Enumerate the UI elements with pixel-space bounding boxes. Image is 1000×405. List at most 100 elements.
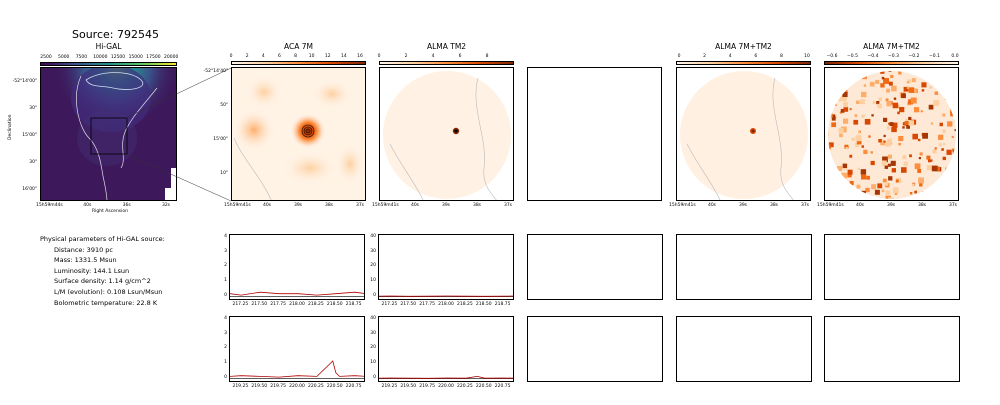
residual-noise-pixel	[861, 145, 864, 148]
residual-noise-pixel	[905, 118, 908, 121]
residual-noise-pixel	[944, 94, 951, 100]
spectrum-y-tick-label: 0	[373, 374, 376, 380]
residual-noise-pixel	[909, 192, 913, 195]
spectrum-x-tick-label: 218.25	[457, 302, 473, 307]
colorbar-tick-label: 6	[277, 54, 281, 59]
residual-noise-pixel	[878, 139, 882, 143]
residual-noise-pixel	[918, 157, 921, 160]
residual-noise-pixel	[869, 81, 875, 87]
residual-noise-pixel	[934, 197, 940, 199]
residual-noise-pixel	[890, 74, 894, 78]
residual-noise-pixel	[868, 135, 871, 138]
residual-noise-pixel	[871, 71, 874, 74]
residual-noise-pixel	[947, 121, 953, 127]
x-tick-label: 38s	[472, 203, 482, 208]
residual-noise-pixel	[891, 85, 897, 92]
empty-spectrum-panel	[527, 234, 663, 300]
colorbar-tick-label: 12500	[110, 55, 126, 60]
residual-noise-pixel	[906, 81, 910, 84]
aca7m-image	[231, 67, 366, 201]
residual-noise-pixel	[942, 74, 947, 79]
x-tick-label: 39s	[441, 203, 451, 208]
y-tick-label: 15'00"	[22, 133, 37, 138]
residual-noise-pixel	[874, 189, 880, 195]
residual-noise-pixel	[828, 113, 833, 118]
spectrum-x-tick-label: 220.50	[475, 384, 492, 389]
residual-noise-pixel	[843, 102, 848, 107]
y-tick-label: 30"	[29, 160, 37, 165]
residual-noise-pixel	[847, 173, 852, 178]
colorbar-tick-label: 20000	[164, 55, 179, 60]
residual-noise-pixel	[937, 185, 943, 191]
param-surface-density: Surface density: 1.14 g/cm^2	[54, 277, 151, 286]
colorbar-tick-label: 4	[261, 54, 265, 59]
residual-noise-pixel	[871, 184, 877, 190]
colorbar-tick-label: 7500	[75, 55, 88, 60]
residual-noise-pixel	[885, 141, 891, 147]
residual-noise-pixel	[856, 139, 862, 145]
x-tick-label: 37s	[948, 203, 958, 208]
combo-image	[676, 67, 811, 201]
residual-noise-pixel	[847, 198, 852, 199]
residual-noise-pixel	[844, 90, 848, 94]
empty-spectrum-panel	[824, 316, 960, 382]
residual-noise-pixel	[898, 142, 901, 146]
residual-noise-pixel	[892, 102, 899, 109]
spectrum-x-tick-label: 220.25	[457, 384, 473, 389]
colorbar-tick-label: 0	[377, 54, 381, 59]
residual-noise-pixel	[883, 78, 889, 84]
residual-noise-pixel	[942, 193, 946, 197]
residual-noise-pixel	[838, 127, 844, 133]
residual-noise-pixel	[877, 103, 882, 109]
residual-noise-pixel	[847, 71, 853, 74]
residual-noise-pixel	[843, 118, 849, 124]
residual-noise-pixel	[888, 122, 891, 125]
residual-noise-pixel	[902, 122, 906, 126]
residual-noise-pixel	[934, 147, 937, 150]
y-tick-label: 10"	[220, 171, 228, 176]
spectrum-x-tick-label: 217.50	[251, 302, 268, 307]
higal-title: Hi-GAL	[95, 42, 122, 51]
spectrum-x-tick-label: 218.00	[438, 302, 454, 307]
residual-noise-pixel	[953, 105, 956, 109]
residual-noise-pixel	[841, 172, 848, 179]
residual-noise-pixel	[880, 71, 885, 74]
spectrum-x-tick-label: 218.25	[308, 302, 324, 307]
colorbar-tick-label: −0.3	[888, 54, 899, 59]
residual-noise-pixel	[954, 129, 956, 132]
spectrum-x-tick-label: 217.75	[419, 302, 435, 307]
spectrum-x-tick-label: 220.00	[289, 384, 305, 389]
residual-noise-pixel	[828, 132, 829, 137]
residual-noise-pixel	[912, 133, 918, 140]
x-tick-label: 37s	[800, 203, 810, 208]
spectrum-x-tick-label: 220.50	[326, 384, 343, 389]
spectrum-y-tick-label: 40	[370, 233, 376, 239]
colorbar-tick-label: 2	[703, 54, 707, 59]
residual-noise-pixel	[954, 197, 956, 199]
residual-noise-pixel	[835, 87, 839, 90]
y-tick-label: 16'00"	[22, 187, 37, 192]
residual-noise-pixel	[921, 82, 927, 88]
residual-noise-pixel	[883, 117, 888, 122]
residual-noise-pixel	[893, 97, 897, 100]
colorbar-tick-label: 4	[431, 54, 435, 59]
residual-noise-pixel	[860, 194, 863, 197]
residual-noise-pixel	[863, 149, 868, 154]
residual-noise-pixel	[859, 99, 865, 105]
residual-noise-pixel	[897, 198, 902, 199]
y-tick-label: 30"	[29, 106, 37, 111]
residual-noise-pixel	[877, 183, 883, 189]
residual-noise-pixel	[856, 193, 860, 197]
x-tick-label: 40s	[855, 203, 865, 208]
x-tick-label: 39s	[293, 203, 303, 208]
residual-noise-pixel	[851, 191, 856, 197]
residual-noise-pixel	[887, 163, 891, 167]
colorbar-tick-label: −0.4	[867, 54, 879, 59]
spectrum-y-tick-label: 10	[370, 359, 376, 365]
residual-noise-pixel	[853, 119, 859, 125]
spectrum-y-tick-label: 1	[224, 277, 227, 283]
residual-noise-pixel	[854, 142, 860, 148]
residual-noise-pixel	[864, 119, 871, 125]
residual-noise-pixel	[842, 163, 848, 168]
residual-noise-pixel	[921, 89, 925, 92]
